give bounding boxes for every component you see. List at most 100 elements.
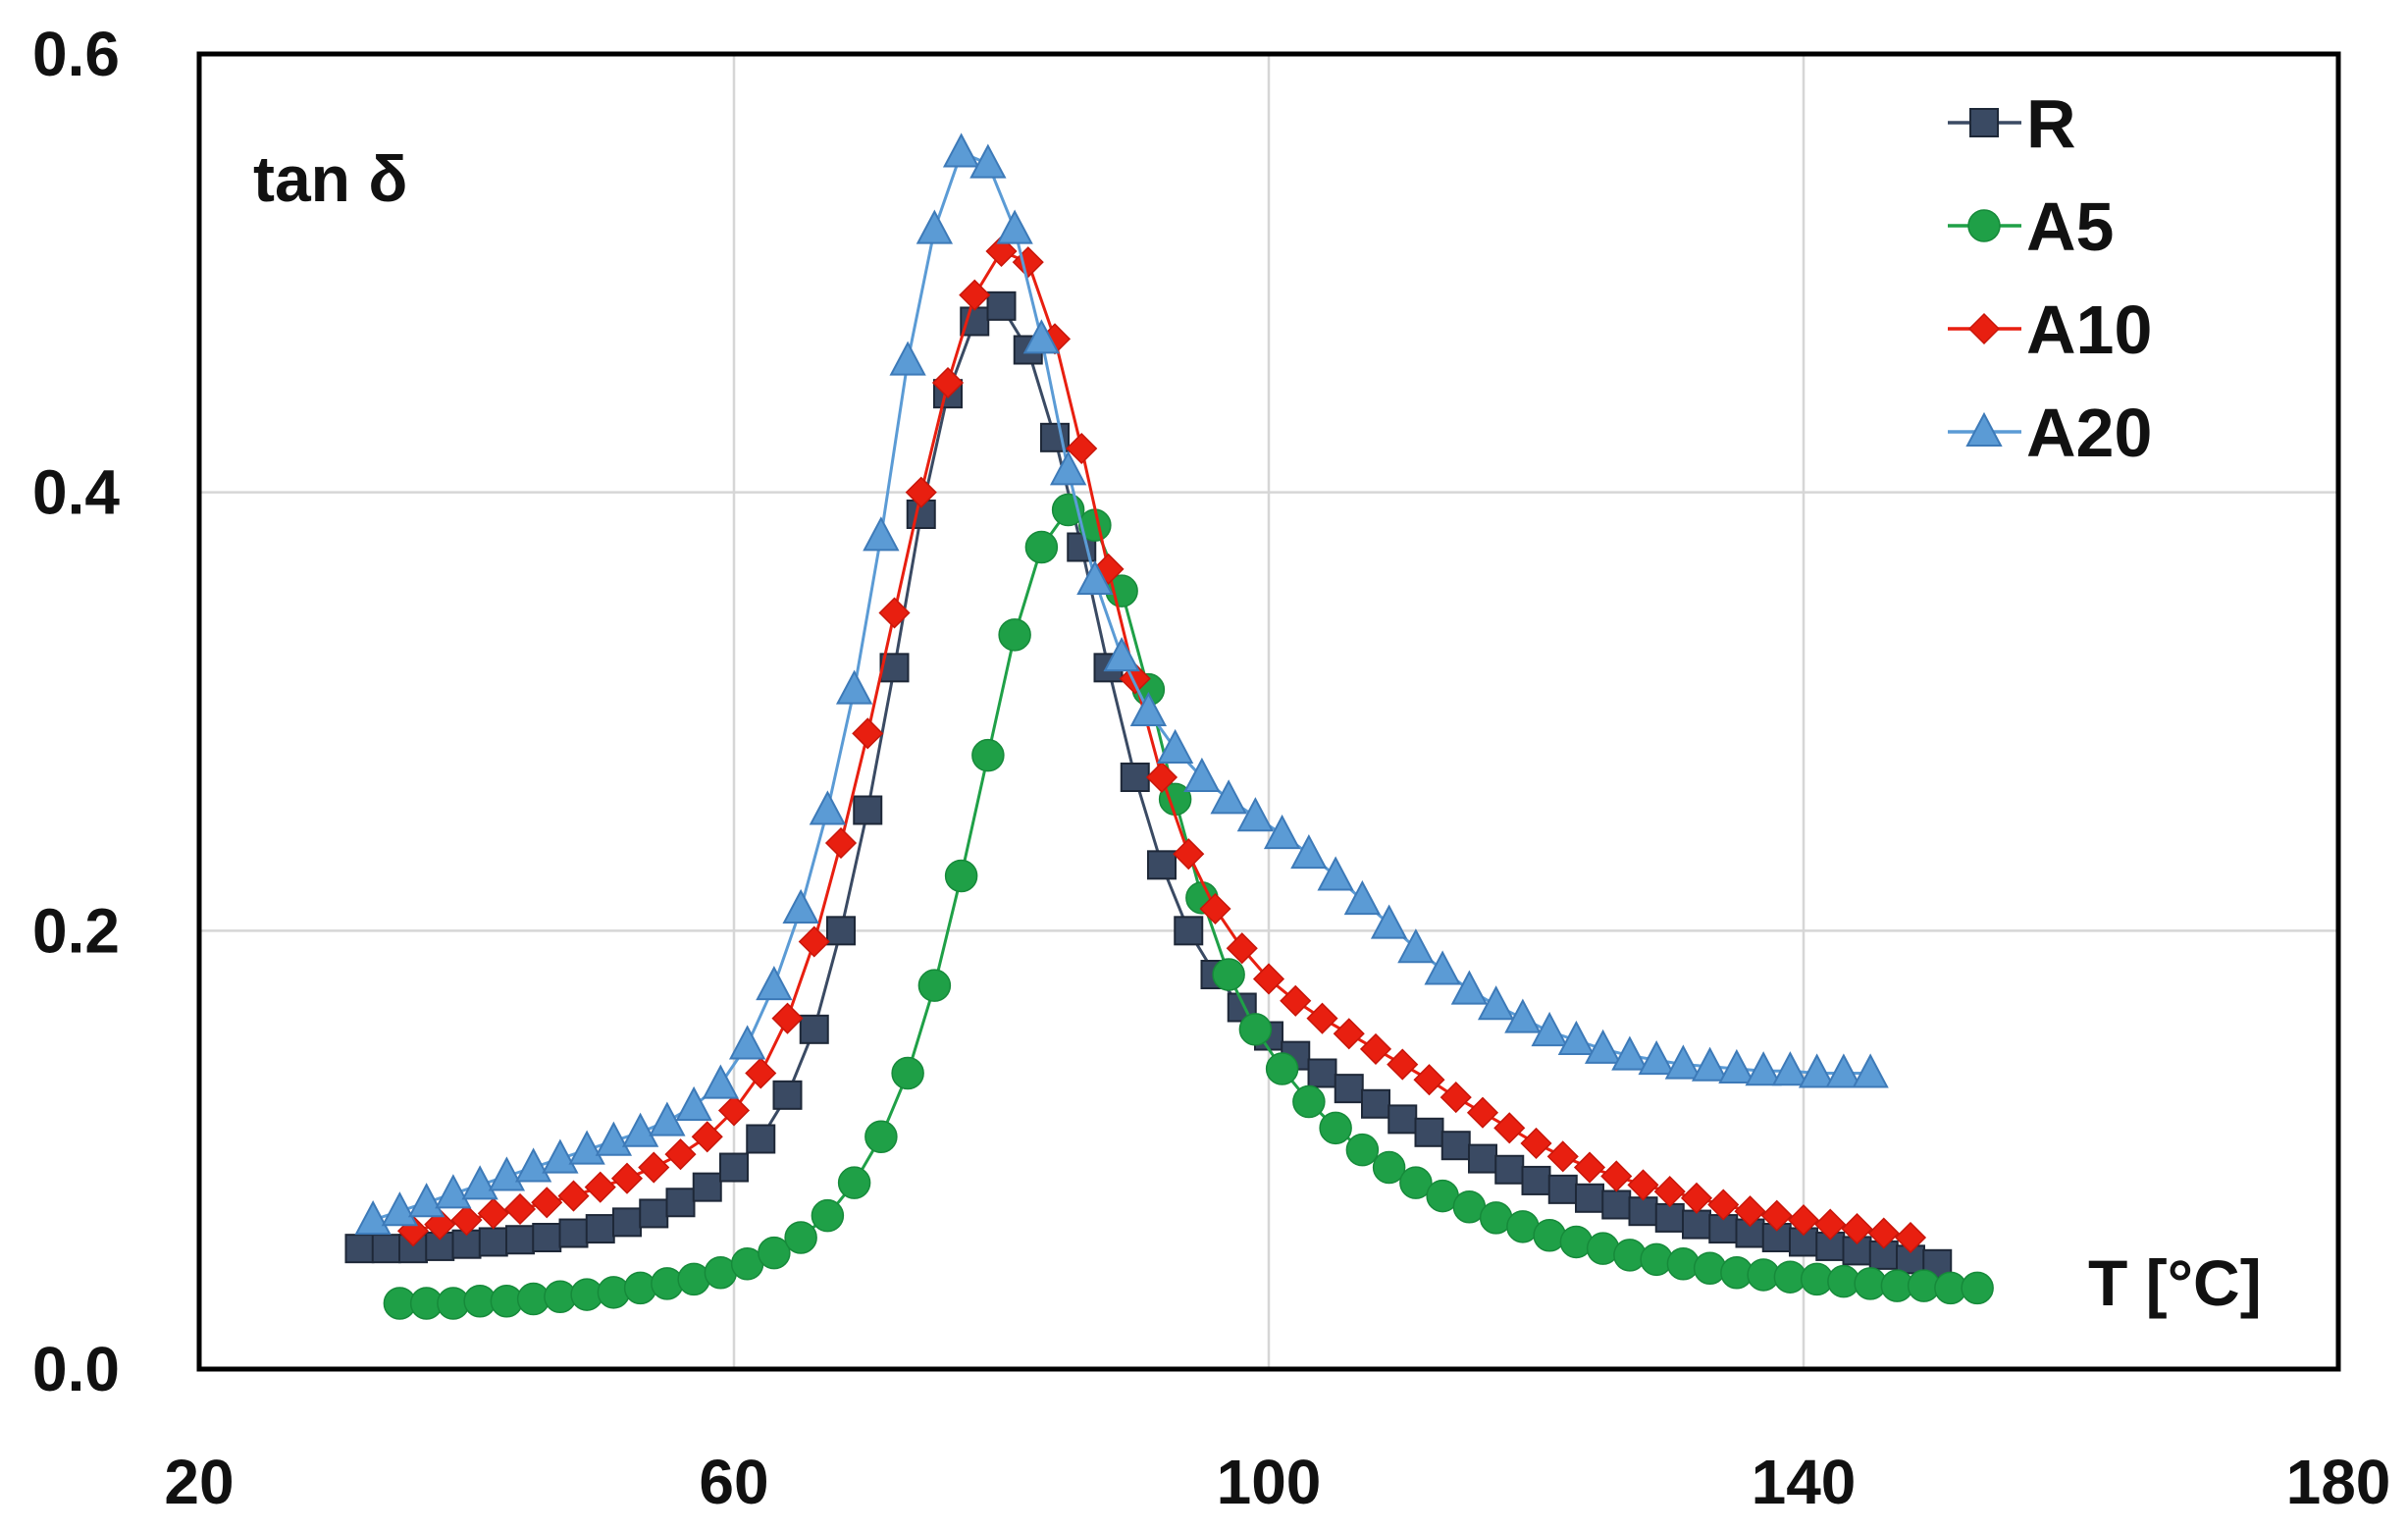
data-point-a10 — [1867, 1217, 1900, 1249]
data-point-a10 — [1760, 1199, 1793, 1232]
data-point-r — [692, 1172, 722, 1202]
data-point-r — [1575, 1183, 1604, 1213]
legend-label-a20: A20 — [2026, 395, 2152, 471]
data-point-a5 — [1961, 1271, 1994, 1305]
data-point-a10 — [450, 1204, 483, 1237]
legend-label-a5: A5 — [2026, 188, 2114, 265]
data-point-a5 — [758, 1236, 791, 1270]
data-point-r — [532, 1223, 562, 1252]
series-a20 — [354, 132, 1889, 1236]
data-point-a20 — [1771, 1051, 1809, 1086]
data-point-a10 — [1894, 1221, 1927, 1254]
data-point-a10 — [931, 366, 965, 399]
data-point-a10 — [503, 1192, 537, 1226]
data-point-a20 — [568, 1130, 605, 1165]
data-point-a10 — [717, 1094, 751, 1127]
x-axis-title: T [°C] — [2088, 1246, 2262, 1319]
data-point-a10 — [1333, 1018, 1365, 1050]
data-point-a20 — [1397, 928, 1435, 964]
data-point-a5 — [944, 859, 978, 893]
legend-marker-r — [1969, 108, 1999, 137]
data-point-a20 — [1236, 797, 1275, 832]
data-point-r — [1654, 1202, 1685, 1233]
data-point-r — [1147, 850, 1177, 880]
data-point-a20 — [1477, 985, 1515, 1021]
gridlines — [199, 54, 2338, 1369]
data-point-a10 — [1841, 1213, 1873, 1245]
data-point-a10 — [1653, 1176, 1686, 1208]
data-point-a10 — [798, 925, 830, 958]
legend-marker-a5 — [1967, 209, 2001, 242]
data-point-r — [1387, 1104, 1418, 1135]
x-tick-label: 20 — [164, 1447, 234, 1517]
data-point-a20 — [407, 1183, 445, 1218]
series-layer — [344, 132, 1994, 1320]
data-point-a10 — [1012, 246, 1044, 279]
data-point-r — [505, 1225, 535, 1255]
data-point-a5 — [1265, 1052, 1299, 1085]
data-point-a20 — [1450, 970, 1489, 1005]
data-point-r — [799, 1014, 829, 1044]
y-tick-label: 0.0 — [32, 1334, 120, 1404]
data-point-a20 — [969, 143, 1007, 179]
data-point-a20 — [1504, 998, 1542, 1033]
data-point-a5 — [1399, 1166, 1433, 1199]
data-point-r — [371, 1234, 401, 1264]
data-point-a10 — [878, 597, 911, 629]
data-point-r — [558, 1218, 589, 1248]
data-point-a20 — [1531, 1011, 1568, 1047]
data-point-a10 — [1707, 1189, 1740, 1221]
data-point-r — [1361, 1088, 1390, 1119]
data-point-a10 — [638, 1151, 670, 1184]
legend-item-r: R — [1948, 85, 2076, 162]
data-point-r — [1547, 1174, 1578, 1204]
data-point-a20 — [1370, 904, 1408, 939]
data-point-a5 — [784, 1221, 817, 1254]
data-point-a20 — [756, 966, 793, 1001]
data-point-a20 — [1129, 691, 1168, 726]
data-point-a5 — [1319, 1111, 1352, 1145]
data-point-r — [639, 1198, 669, 1229]
data-point-a20 — [1290, 834, 1328, 870]
legend: R A5 A10 A20 — [1948, 85, 2152, 471]
data-point-r — [665, 1188, 696, 1218]
data-point-a5 — [1292, 1084, 1326, 1119]
plot-area — [196, 51, 2341, 1372]
data-point-a20 — [1664, 1044, 1702, 1080]
data-point-a5 — [837, 1166, 871, 1199]
data-point-a20 — [1317, 856, 1354, 891]
data-point-a10 — [1199, 892, 1231, 925]
data-point-a5 — [864, 1120, 898, 1154]
data-point-a10 — [1493, 1112, 1526, 1144]
data-point-a20 — [1183, 757, 1221, 792]
data-point-r — [1682, 1209, 1711, 1240]
data-point-a5 — [1212, 958, 1245, 991]
data-point-a5 — [1024, 530, 1059, 564]
data-point-a10 — [1787, 1204, 1820, 1237]
data-point-a20 — [1557, 1020, 1596, 1055]
x-tick-labels: 20 60 100 140 180 — [164, 1447, 2390, 1517]
data-point-a10 — [1520, 1127, 1552, 1160]
data-point-a20 — [675, 1085, 712, 1121]
data-point-a20 — [435, 1174, 472, 1209]
data-point-a10 — [1440, 1082, 1472, 1114]
data-point-a20 — [1825, 1053, 1862, 1088]
data-point-a20 — [1798, 1053, 1836, 1088]
legend-item-a5: A5 — [1948, 188, 2114, 265]
data-point-a20 — [381, 1191, 419, 1227]
data-point-a20 — [1424, 950, 1461, 985]
data-point-r — [826, 916, 856, 946]
legend-label-r: R — [2026, 85, 2076, 162]
data-point-a20 — [916, 209, 954, 244]
legend-item-a20: A20 — [1948, 395, 2152, 471]
data-point-r — [612, 1207, 642, 1238]
legend-item-a10: A10 — [1948, 291, 2152, 368]
plot-frame — [196, 51, 2341, 1372]
data-point-a10 — [1173, 838, 1205, 871]
data-point-r — [1628, 1196, 1658, 1227]
data-point-a20 — [542, 1138, 579, 1174]
data-point-a20 — [1852, 1053, 1889, 1088]
legend-marker-a20 — [1965, 411, 2003, 447]
data-point-r — [853, 795, 883, 825]
